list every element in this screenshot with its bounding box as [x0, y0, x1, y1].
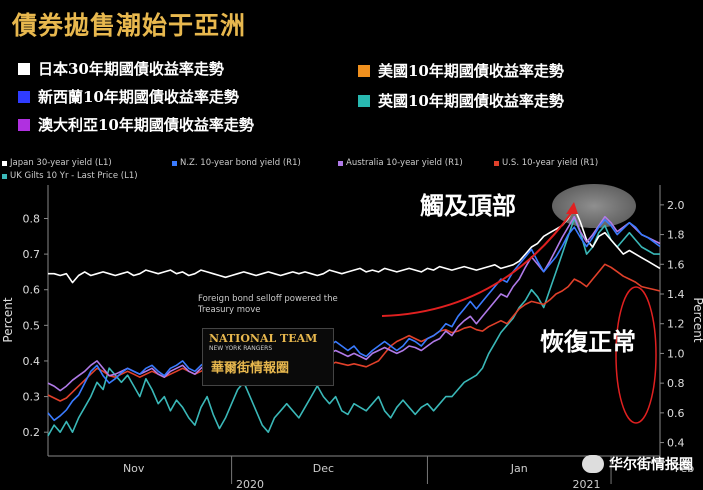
normal-annotation: 恢復正常: [540, 327, 636, 356]
right-tick-label: 0.6: [667, 407, 685, 420]
year-label: 2021: [573, 478, 601, 490]
legend-label: 澳大利亞10年期國債收益率走勢: [38, 116, 254, 134]
left-tick-label: 0.3: [23, 391, 41, 404]
x-tick-label: Feb: [675, 462, 694, 475]
left-tick-label: 0.2: [23, 426, 41, 439]
right-tick-label: 1.0: [667, 347, 685, 360]
left-tick-label: 0.4: [23, 355, 41, 368]
legend-dot: [172, 160, 177, 166]
right-tick-label: 1.4: [667, 288, 685, 301]
note-line-1: Foreign bond selloff powered the: [198, 294, 338, 304]
legend-label: UK Gilts 10 Yr - Last Price (L1): [10, 171, 138, 181]
series-line: [47, 215, 661, 392]
watermark: 华尔街情报圈: [582, 454, 693, 474]
legend-dot: [2, 173, 7, 179]
x-tick-label: Dec: [313, 462, 334, 475]
legend-swatch: [18, 90, 30, 103]
series-line: [47, 263, 661, 402]
logo-line-1: NATIONAL TEAM: [209, 332, 318, 345]
series-line: [48, 207, 661, 284]
x-tick-label: Nov: [123, 462, 145, 475]
legend-label: 美國10年期國債收益率走勢: [378, 62, 564, 80]
legend-swatch: [18, 118, 30, 131]
left-tick-label: 0.5: [23, 319, 41, 332]
legend-cn-uk: 英國10年期國債收益率走勢: [358, 90, 564, 111]
legend-label: U.S. 10-year yield (R1): [502, 158, 599, 168]
legend-cn-japan: 日本30年期國債收益率走勢: [18, 58, 224, 79]
left-axis-title: Percent: [1, 297, 15, 342]
x-tick-label: Jan: [510, 462, 528, 475]
peak-annotation: 觸及頂部: [420, 191, 516, 220]
legend-dot: [494, 160, 499, 166]
legend-en-nz: N.Z. 10-year bond yield (R1): [172, 158, 301, 168]
trend-arrowhead: [566, 202, 578, 214]
logo-line-2: NEW YORK RANGERS: [209, 345, 273, 352]
legend-en-aus: Australia 10-year yield (R1): [338, 158, 463, 168]
note-line-2: Treasury move: [198, 305, 261, 315]
legend-en-japan: Japan 30-year yield (L1): [2, 158, 112, 168]
chart-axes: [44, 185, 664, 484]
legend-en-uk: UK Gilts 10 Yr - Last Price (L1): [2, 171, 138, 181]
legend-label: 新西蘭10年期國債收益率走勢: [38, 88, 239, 106]
left-tick-label: 0.6: [23, 284, 41, 297]
right-tick-label: 1.6: [667, 258, 685, 271]
year-label: 2020: [236, 478, 264, 490]
series-line: [47, 217, 660, 437]
right-tick-label: 1.2: [667, 318, 685, 331]
right-tick-label: 1.8: [667, 229, 685, 242]
legend-dot: [338, 160, 343, 166]
logo-line-3: 華爾街情報圈: [211, 361, 290, 376]
legend-label: Japan 30-year yield (L1): [10, 158, 112, 168]
chart-lines: [47, 207, 661, 437]
legend-label: N.Z. 10-year bond yield (R1): [180, 158, 301, 168]
right-tick-label: 0.8: [667, 377, 685, 390]
legend-swatch: [18, 62, 30, 75]
legend-cn-us: 美國10年期國債收益率走勢: [358, 60, 564, 81]
axis-labels: 0.2 0.3 0.4 0.5 0.6 0.7 0.8 0.4 0.6 0.8 1.0 1.2 1.4 1…: [1, 199, 703, 490]
legend-dot: [2, 160, 7, 166]
left-tick-label: 0.7: [23, 248, 41, 261]
legend-swatch: [358, 64, 370, 77]
series-line: [47, 218, 661, 422]
normal-highlight: [615, 286, 657, 424]
page-title: 債券拋售潮始于亞洲: [12, 11, 247, 40]
legend-label: Australia 10-year yield (R1): [346, 158, 463, 168]
legend-label: 英國10年期國債收益率走勢: [378, 92, 564, 110]
legend-cn-nz: 新西蘭10年期國債收益率走勢: [18, 86, 239, 107]
right-tick-label: 2.0: [667, 199, 685, 212]
right-axis-title: Percent: [691, 297, 703, 342]
wechat-icon: [582, 455, 604, 473]
trend-arrow: [381, 211, 573, 317]
right-tick-label: 0.4: [667, 437, 685, 450]
legend-label: 日本30年期國債收益率走勢: [38, 60, 224, 78]
legend-cn-aus: 澳大利亞10年期國債收益率走勢: [18, 114, 254, 135]
peak-highlight: [552, 184, 636, 228]
logo: NATIONAL TEAM NEW YORK RANGERS 華爾街情報圈: [202, 328, 334, 386]
legend-en-us: U.S. 10-year yield (R1): [494, 158, 598, 168]
chart-note: Foreign bond selloff powered the Treasur…: [198, 294, 338, 316]
watermark-text: 华尔街情报圈: [609, 457, 693, 473]
legend-swatch: [358, 94, 370, 107]
left-tick-label: 0.8: [23, 212, 41, 225]
